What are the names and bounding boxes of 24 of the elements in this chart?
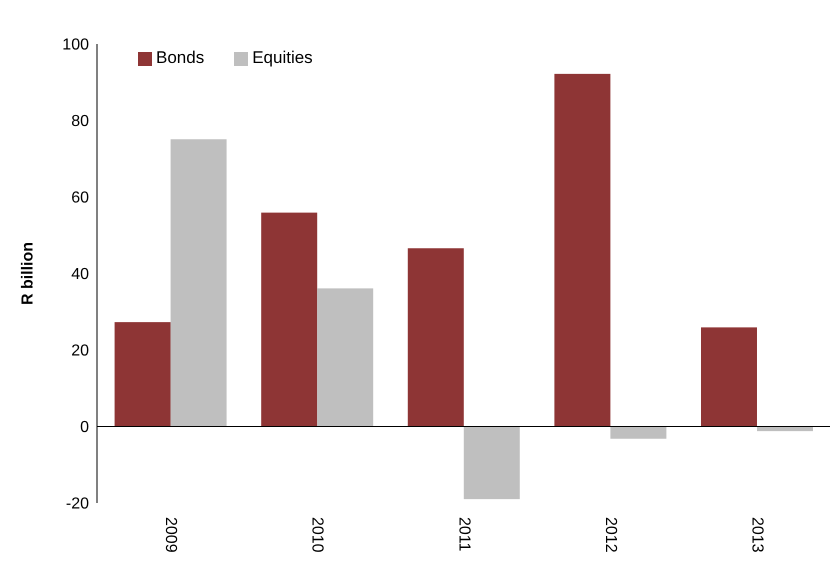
bar [700, 327, 757, 426]
bar [554, 74, 610, 426]
bar [317, 288, 374, 426]
bar [464, 426, 520, 500]
x-tick-label: 2011 [455, 517, 472, 552]
legend-label: Equities [252, 48, 313, 67]
bar [261, 212, 318, 426]
x-tick-label: 2009 [162, 517, 180, 553]
y-axis-title: R billion [20, 242, 37, 306]
y-tick-label: 0 [80, 419, 90, 436]
y-tick-label: 60 [71, 190, 90, 207]
x-tick-label: 2010 [308, 517, 326, 553]
y-tick-label: 80 [71, 113, 90, 130]
y-tick-label: 40 [71, 266, 90, 284]
y-tick-label: -20 [66, 496, 90, 513]
y-tick-label: 100 [62, 36, 90, 54]
bar [114, 322, 171, 426]
x-tick-label: 2012 [602, 517, 619, 553]
bar [170, 139, 227, 426]
y-tick-label: 20 [71, 342, 90, 360]
bar [408, 248, 464, 426]
legend-label: Bonds [156, 48, 204, 67]
x-tick-label: 2013 [748, 517, 766, 553]
bar [610, 426, 666, 439]
